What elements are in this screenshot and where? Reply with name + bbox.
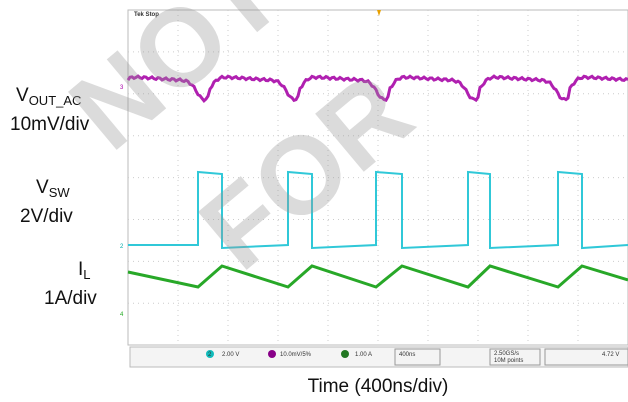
ch-marker: 2 bbox=[120, 244, 124, 250]
ch-marker: 4 bbox=[120, 312, 124, 318]
waveform-vsw bbox=[128, 170, 628, 250]
status-text: 10.0mV/5% bbox=[280, 352, 312, 358]
channel-symbol: VSW bbox=[36, 177, 70, 200]
channel-symbol: IL bbox=[78, 259, 91, 282]
ch-marker: 3 bbox=[120, 85, 124, 91]
grid bbox=[128, 10, 628, 345]
waveform-vout bbox=[126, 74, 628, 103]
trigger-marker bbox=[377, 10, 381, 16]
channel-symbol: VOUT_AC bbox=[16, 85, 81, 108]
status-text: 10M points bbox=[494, 358, 523, 364]
ch-badge bbox=[206, 350, 214, 358]
status-text: 400ns bbox=[399, 352, 415, 358]
status-text: 4.72 V bbox=[602, 352, 619, 358]
status-text: 2.00 V bbox=[222, 352, 239, 358]
x-axis-label: Time (400ns/div) bbox=[308, 376, 449, 397]
waveform-il bbox=[127, 264, 628, 289]
brand: Tek Stop bbox=[134, 12, 159, 18]
channel-scale: 10mV/div bbox=[10, 114, 90, 135]
status-text: 2 bbox=[208, 352, 212, 358]
status-bar: 2 2.00 V 10.0mV/5% 1.00 A 400ns 2.50GS/s… bbox=[129, 346, 628, 368]
status-text: 2.50GS/s bbox=[494, 351, 519, 357]
channel-scale: 2V/div bbox=[20, 206, 73, 227]
status-bg bbox=[129, 346, 628, 368]
box bbox=[544, 348, 628, 366]
channel-scale: 1A/div bbox=[44, 288, 97, 309]
box bbox=[489, 348, 541, 366]
ch-badge bbox=[341, 350, 349, 358]
waveforms bbox=[126, 74, 628, 289]
status-text: 1.00 A bbox=[355, 352, 372, 358]
box bbox=[394, 348, 441, 366]
ch-badge bbox=[268, 350, 276, 358]
